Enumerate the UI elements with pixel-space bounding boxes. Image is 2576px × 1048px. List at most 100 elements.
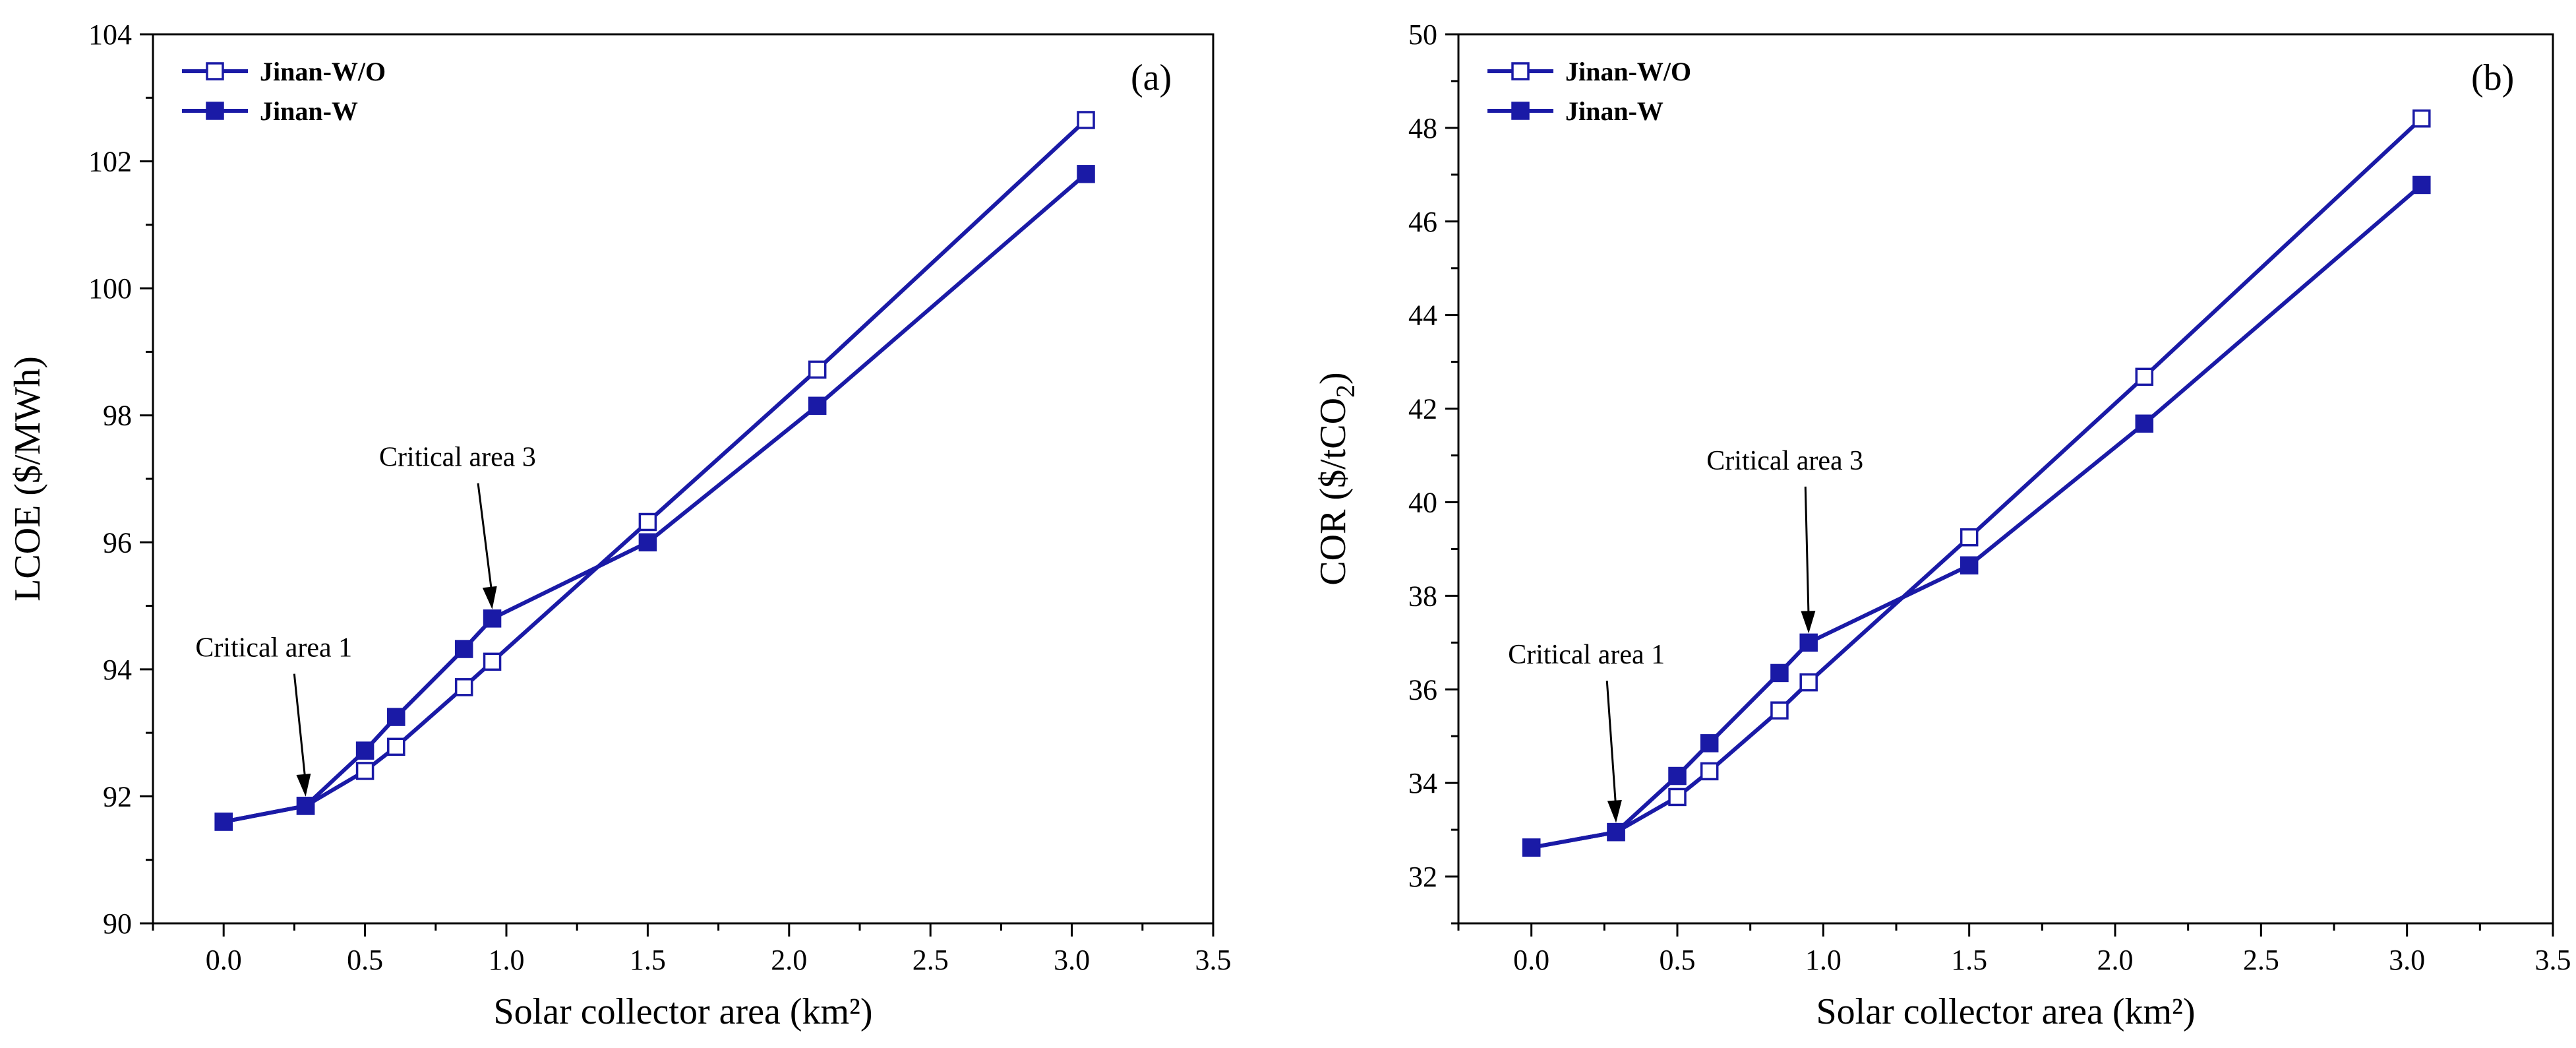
data-point-open [1799, 673, 1818, 692]
y-tick-label: 50 [1408, 18, 1437, 51]
data-point-filled [454, 640, 473, 658]
y-tick-label: 32 [1408, 861, 1437, 893]
data-point-open [355, 762, 374, 780]
data-point-open [483, 652, 502, 671]
x-tick-label: 3.5 [1195, 944, 1232, 976]
data-point-open [1960, 528, 1979, 547]
series-line-jinan-wo [1531, 117, 2423, 850]
annotation-label: Critical area 1 [1508, 640, 1665, 670]
legend-marker [1511, 102, 1530, 120]
y-tick-label: 100 [88, 272, 132, 305]
y-axis-title-subscript: 2 [1331, 385, 1360, 398]
data-point-open [1077, 111, 1095, 129]
data-point-open [2135, 367, 2154, 386]
y-axis-title-main: COR ($/tCO [1313, 398, 1354, 586]
data-point-filled [808, 396, 827, 416]
series-line-jinan-w [1531, 183, 2423, 850]
data-point-filled [296, 797, 315, 815]
data-point-filled [355, 741, 374, 760]
y-tick-label: 38 [1408, 580, 1437, 612]
series-line-jinan-wo [223, 118, 1088, 824]
annotation-arrow-line [477, 483, 494, 597]
x-tick-label: 2.0 [771, 944, 807, 976]
x-tick-label: 0.0 [206, 944, 242, 976]
y-tick-label: 98 [103, 400, 132, 432]
y-axis-title: LCOE ($/MWh) [7, 356, 48, 601]
x-tick-label: 2.0 [2097, 944, 2134, 976]
x-tick-label: 2.5 [2243, 944, 2279, 976]
y-tick-label: 40 [1408, 486, 1437, 518]
series-line-jinan-w [223, 172, 1087, 824]
annotation-arrow-head [1801, 611, 1816, 634]
y-tick-label: 102 [88, 146, 132, 178]
panel-a: 0.0 0.5 1.0 1.5 2.0 2.5 3.0 3.5 90 92 94 96 98 100 102… [7, 18, 1232, 1032]
x-tick-label: 1.5 [630, 944, 666, 976]
x-tick-label: 1.5 [1951, 944, 1987, 976]
annotation-arrow-head [296, 774, 311, 797]
x-tick-label: 3.5 [2535, 944, 2571, 976]
y-tick-label: 96 [103, 526, 132, 559]
legend-label: Jinan-W [1565, 96, 1663, 126]
y-tick-label: 104 [88, 18, 132, 51]
legend-label: Jinan-W/O [1565, 57, 1691, 86]
annotation-arrow-head [1607, 800, 1622, 823]
y-axis-title-suffix: ) [1313, 372, 1354, 385]
legend-label: Jinan-W/O [260, 57, 386, 86]
data-point-filled [1607, 822, 1625, 842]
y-tick-label: 48 [1408, 112, 1437, 144]
annotation-label: Critical area 1 [195, 633, 352, 663]
panel-label: (b) [2471, 57, 2514, 98]
y-tick-label: 92 [103, 780, 132, 813]
legend-marker [206, 102, 224, 120]
plot-frame [1457, 33, 2554, 925]
data-point-filled [1522, 838, 1541, 857]
data-point-open [808, 360, 827, 379]
data-point-filled [483, 609, 502, 628]
data-point-filled [1668, 766, 1687, 786]
y-tick-label: 46 [1408, 206, 1437, 238]
data-point-filled [2135, 414, 2154, 433]
x-tick-label: 0.0 [1513, 944, 1549, 976]
data-point-filled [2412, 175, 2431, 195]
annotation-arrow-line [293, 673, 307, 784]
x-tick-label: 1.0 [489, 944, 525, 976]
y-tick-label: 44 [1408, 299, 1437, 332]
x-axis-title: Solar collector area (km²) [494, 991, 873, 1032]
data-point-open [454, 678, 473, 696]
legend-label: Jinan-W [260, 96, 358, 126]
y-tick-label: 94 [103, 654, 132, 686]
data-point-open [1668, 787, 1687, 807]
data-point-open [387, 737, 405, 756]
y-tick-label: 42 [1408, 393, 1437, 425]
y-tick-label: 34 [1408, 767, 1437, 799]
data-point-open [1770, 701, 1789, 720]
annotation-arrow-line [1804, 486, 1810, 621]
annotation-arrow-head [482, 586, 497, 609]
panel-label: (a) [1131, 57, 1172, 98]
data-point-filled [1700, 734, 1719, 753]
panel-b: 0.0 0.5 1.0 1.5 2.0 2.5 3.0 3.5 32 34 36 38 40 42 44 46… [1313, 18, 2571, 1032]
annotation-label: Critical area 3 [379, 443, 536, 473]
annotation-arrow-line [1605, 681, 1617, 810]
plot-frame [152, 33, 1214, 925]
legend-marker [206, 62, 224, 80]
y-axis-title: COR ($/tCO2) [1313, 372, 1360, 585]
x-tick-label: 3.0 [1054, 944, 1090, 976]
data-point-filled [214, 813, 233, 831]
y-tick-label: 36 [1408, 673, 1437, 706]
x-tick-label: 1.0 [1805, 944, 1842, 976]
x-tick-label: 3.0 [2389, 944, 2425, 976]
data-point-filled [1960, 556, 1979, 575]
data-point-filled [1077, 165, 1095, 183]
x-tick-label: 2.5 [913, 944, 949, 976]
data-point-filled [1799, 633, 1818, 652]
data-point-open [2412, 109, 2431, 128]
data-point-filled [638, 533, 657, 552]
legend-marker [1511, 62, 1530, 80]
data-point-open [638, 512, 657, 532]
x-tick-label: 0.5 [347, 944, 383, 976]
data-point-open [1700, 762, 1719, 781]
x-axis-title: Solar collector area (km²) [1816, 991, 2196, 1032]
data-point-filled [387, 708, 405, 726]
